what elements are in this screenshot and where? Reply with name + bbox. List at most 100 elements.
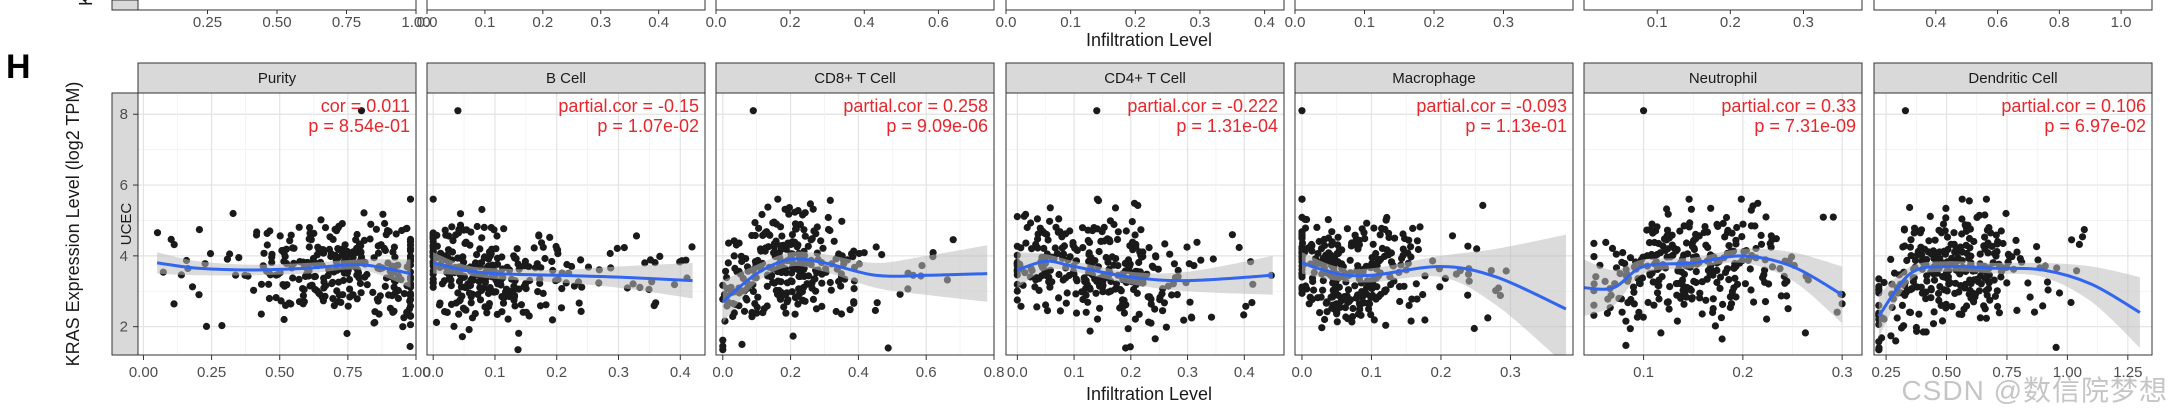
data-point: [467, 276, 475, 284]
data-point: [552, 242, 560, 251]
data-point: [1377, 255, 1385, 263]
data-point: [310, 229, 318, 237]
data-point: [1135, 310, 1143, 318]
data-point: [678, 257, 686, 265]
data-point: [1906, 286, 1915, 294]
data-point: [1045, 273, 1053, 281]
data-point: [1942, 204, 1950, 212]
data-point: [1635, 308, 1643, 316]
data-point: [724, 259, 732, 267]
data-point: [1819, 213, 1827, 221]
data-point: [929, 249, 937, 257]
data-point: [1757, 231, 1765, 239]
panel-strip: [1873, 62, 2153, 94]
data-point: [1028, 245, 1036, 253]
data-point: [515, 329, 523, 337]
panel-frame: [1005, 92, 1285, 356]
data-point: [1343, 225, 1351, 233]
data-point: [871, 306, 880, 315]
data-point: [1314, 294, 1322, 302]
data-point: [1385, 233, 1393, 242]
data-point: [1676, 227, 1684, 235]
data-point: [804, 242, 812, 250]
data-point: [1319, 277, 1327, 285]
data-point: [536, 302, 545, 310]
data-point: [1484, 314, 1492, 322]
data-point: [1900, 322, 1908, 330]
data-point: [229, 209, 237, 218]
data-point: [1086, 285, 1094, 293]
data-point: [1356, 305, 1364, 313]
data-point: [440, 277, 449, 285]
data-point: [1118, 300, 1127, 308]
data-point: [1947, 240, 1955, 248]
data-point: [1639, 313, 1647, 321]
data-point: [1058, 244, 1066, 252]
data-point: [1013, 287, 1021, 295]
data-point: [1709, 305, 1717, 313]
data-point: [390, 243, 398, 251]
data-point: [1951, 279, 1960, 287]
data-point: [461, 305, 469, 313]
data-point: [493, 232, 501, 240]
data-point: [1023, 223, 1031, 232]
data-point: [1626, 254, 1635, 262]
data-point: [1473, 245, 1481, 253]
data-point: [1094, 197, 1103, 205]
data-point: [1180, 316, 1188, 324]
data-point: [519, 308, 527, 316]
data-point: [1055, 215, 1063, 223]
data-point: [613, 244, 621, 252]
data-point: [1318, 324, 1326, 332]
data-point: [474, 290, 482, 299]
data-point: [480, 223, 488, 231]
top-tick-label: 0.6: [1987, 14, 2008, 31]
data-point: [806, 200, 815, 208]
data-point: [1329, 301, 1337, 309]
data-point: [1408, 295, 1416, 303]
data-point: [1421, 316, 1429, 324]
data-point: [1629, 283, 1638, 291]
data-point: [223, 255, 231, 263]
data-point: [758, 210, 766, 219]
loess-fit-line: [1877, 264, 2141, 317]
panel-frame: [426, 92, 706, 356]
data-point: [1325, 234, 1333, 242]
data-point: [1702, 241, 1710, 249]
data-point: [287, 300, 295, 308]
data-point: [1302, 282, 1310, 290]
data-point: [1193, 238, 1201, 246]
data-point: [1749, 202, 1757, 210]
data-point: [1958, 310, 1966, 319]
data-point: [632, 232, 641, 240]
data-point: [343, 329, 351, 338]
data-point: [1590, 253, 1598, 261]
data-point: [1911, 256, 1920, 264]
data-point: [188, 283, 197, 291]
data-point: [356, 279, 364, 287]
data-point: [1352, 294, 1360, 302]
data-point: [2039, 302, 2047, 310]
data-point: [492, 245, 500, 253]
loess-fit-line: [1301, 261, 1567, 311]
x-axis-title: Infiltration Level: [1086, 384, 1212, 404]
data-point: [1132, 240, 1140, 248]
data-point: [1973, 213, 1981, 221]
y-tick-label: 6: [120, 177, 128, 194]
data-point: [1013, 296, 1021, 304]
data-point: [1093, 315, 1102, 323]
data-point: [1639, 253, 1647, 261]
x-tick-label: 0.0: [712, 364, 733, 381]
data-point: [1930, 276, 1939, 284]
top-panel-frame: [715, 0, 995, 11]
data-point: [305, 243, 313, 251]
panel-plot-area: [1013, 107, 1275, 352]
data-point: [1122, 344, 1130, 352]
data-point: [791, 310, 799, 318]
data-point: [1121, 259, 1129, 267]
data-point: [1981, 211, 1989, 219]
stat-correlation: partial.cor = 0.33: [1721, 96, 1856, 116]
data-point: [1875, 338, 1883, 346]
data-point: [2080, 226, 2088, 234]
data-point: [1997, 273, 2005, 281]
